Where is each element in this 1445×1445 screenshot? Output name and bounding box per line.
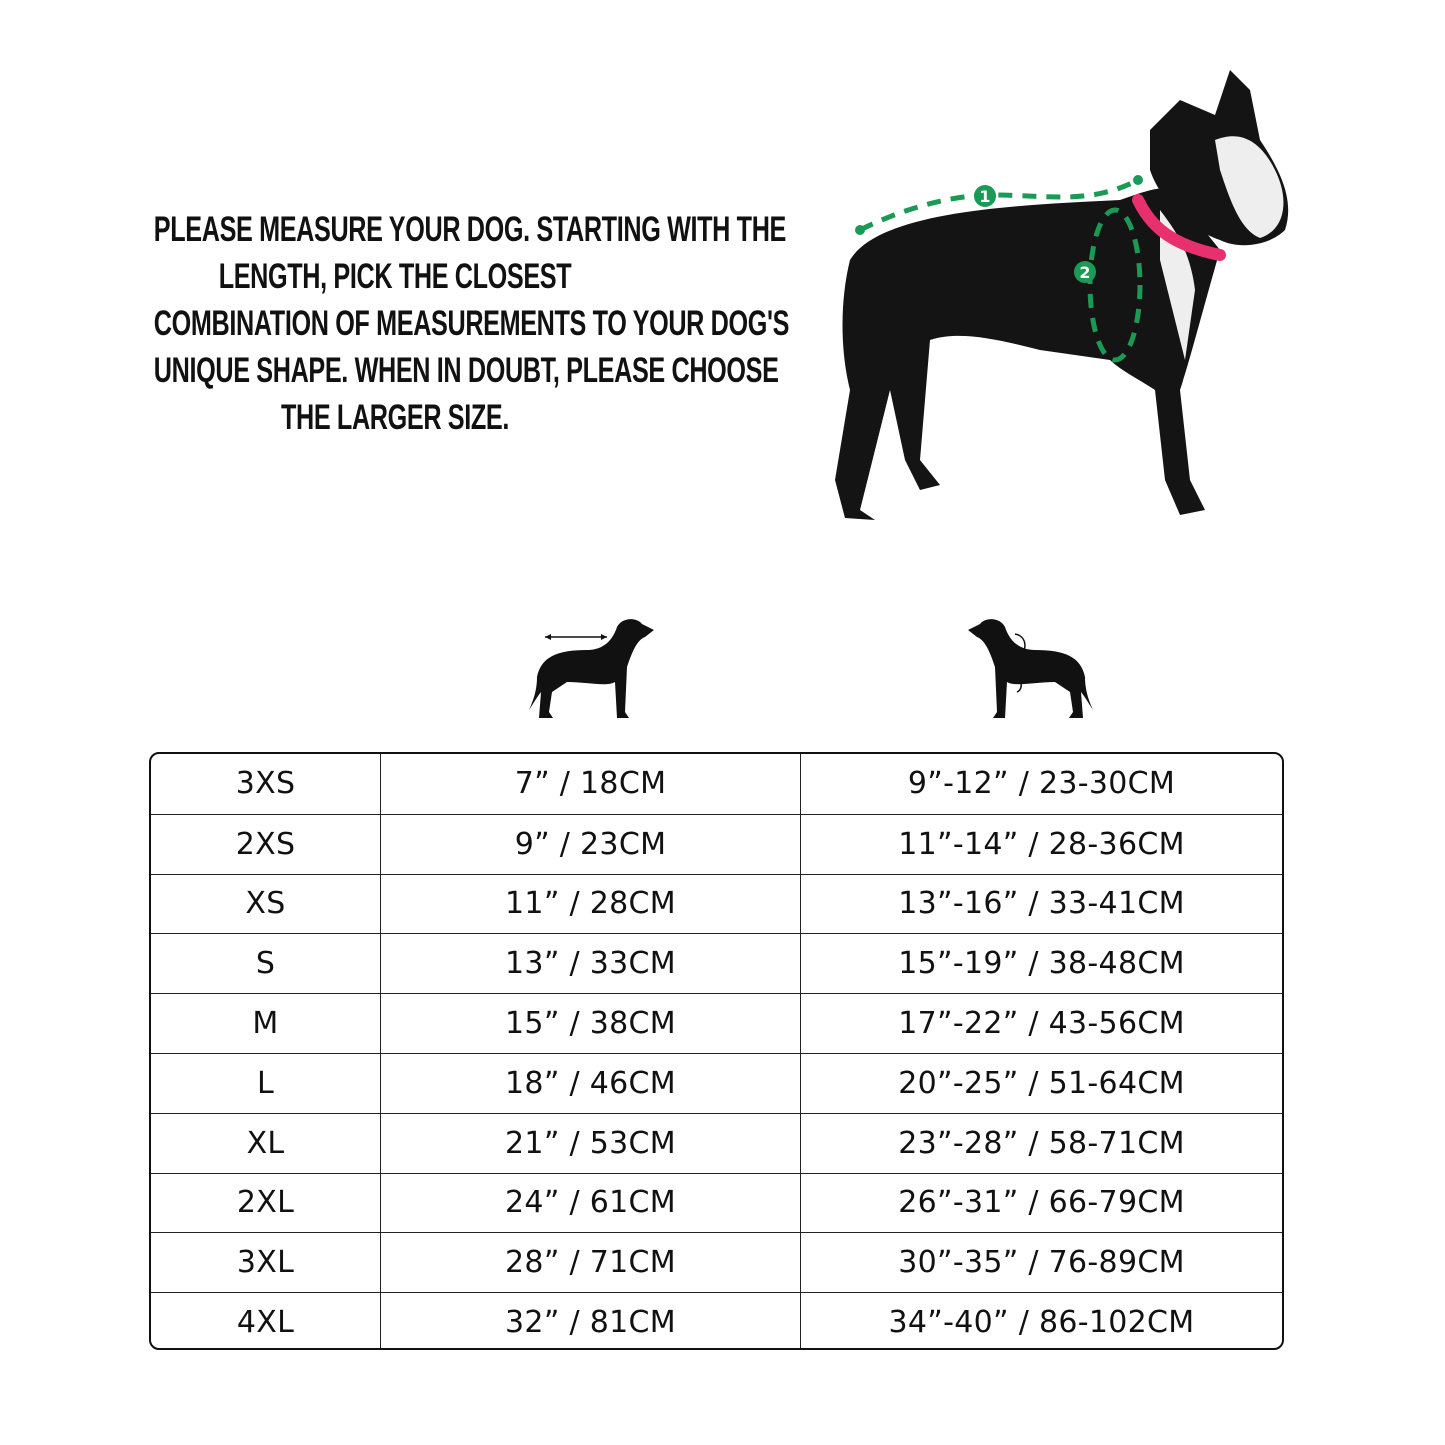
instruction-line: PLEASE MEASURE YOUR DOG. STARTING WITH T… <box>153 210 787 249</box>
size-cell: XL <box>246 1125 285 1161</box>
table-row: L 18” / 46CM 20”-25” / 51-64CM <box>151 1052 1282 1113</box>
size-cell: 4XL <box>236 1305 295 1341</box>
length-cell: 15” / 38CM <box>380 994 800 1053</box>
table-row: M 15” / 38CM 17”-22” / 43-56CM <box>151 993 1282 1053</box>
girth-cell: 20”-25” / 51-64CM <box>800 1053 1282 1113</box>
dog-collar <box>1132 194 1226 261</box>
length-cell: 18” / 46CM <box>380 1053 800 1113</box>
length-cell: 32” / 81CM <box>380 1293 800 1348</box>
dog-length-icon <box>529 619 654 718</box>
measuring-instructions: PLEASE MEASURE YOUR DOG. STARTING WITH T… <box>60 206 790 441</box>
size-table: 3XS 7” / 18CM 9”-12” / 23-30CM 2XS 9” / 23CM… <box>149 752 1284 1350</box>
length-cell: 13” / 33CM <box>380 934 800 994</box>
marker-1-label: 1 <box>979 187 990 206</box>
girth-cell: 15”-19” / 38-48CM <box>800 934 1282 994</box>
instruction-line: UNIQUE SHAPE. WHEN IN DOUBT, PLEASE CHOO… <box>153 351 779 390</box>
dog-body <box>835 188 1220 520</box>
length-cell: 24” / 61CM <box>380 1173 800 1233</box>
marker-1 <box>974 185 996 207</box>
table-row: 3XS 7” / 18CM 9”-12” / 23-30CM <box>151 754 1282 814</box>
girth-cell: 23”-28” / 58-71CM <box>800 1113 1282 1173</box>
size-cell: L <box>256 1065 274 1101</box>
instruction-line: THE LARGER SIZE. <box>280 398 510 437</box>
size-cell: 2XL <box>236 1185 295 1221</box>
size-cell: S <box>255 946 276 982</box>
girth-cell: 11”-14” / 28-36CM <box>800 814 1282 874</box>
dog-white-chest <box>1160 210 1195 360</box>
dog-girth-icon <box>968 619 1093 718</box>
table-row: XS 11” / 28CM 13”-16” / 33-41CM <box>151 873 1282 934</box>
marker-2-label: 2 <box>1079 263 1090 282</box>
dog-white-blaze <box>1215 136 1284 238</box>
table-row: 4XL 32” / 81CM 34”-40” / 86-102CM <box>151 1292 1282 1348</box>
table-row: 2XL 24” / 61CM 26”-31” / 66-79CM <box>151 1172 1282 1233</box>
table-row: XL 21” / 53CM 23”-28” / 58-71CM <box>151 1112 1282 1173</box>
table-row: S 13” / 33CM 15”-19” / 38-48CM <box>151 933 1282 994</box>
size-cell: M <box>252 1006 279 1042</box>
length-cell: 7” / 18CM <box>380 754 800 814</box>
dog-measurement-photo: 1 2 <box>835 70 1289 520</box>
marker-2 <box>1074 261 1096 283</box>
length-cell: 11” / 28CM <box>380 874 800 934</box>
girth-cell: 17”-22” / 43-56CM <box>800 994 1282 1053</box>
size-cell: 2XS <box>235 826 296 862</box>
girth-cell: 26”-31” / 66-79CM <box>800 1173 1282 1233</box>
size-cell: XS <box>245 886 286 922</box>
instruction-line: COMBINATION OF MEASUREMENTS TO YOUR DOG'… <box>153 304 790 343</box>
girth-measure-line <box>1087 207 1143 363</box>
table-row: 2XS 9” / 23CM 11”-14” / 28-36CM <box>151 813 1282 874</box>
size-cell: 3XS <box>235 766 296 802</box>
length-cell: 9” / 23CM <box>380 814 800 874</box>
length-cell: 28” / 71CM <box>380 1233 800 1293</box>
girth-cell: 34”-40” / 86-102CM <box>800 1293 1282 1348</box>
length-cell: 21” / 53CM <box>380 1113 800 1173</box>
girth-cell: 13”-16” / 33-41CM <box>800 874 1282 934</box>
table-row: 3XL 28” / 71CM 30”-35” / 76-89CM <box>151 1232 1282 1293</box>
girth-cell: 9”-12” / 23-30CM <box>800 754 1282 814</box>
size-cell: 3XL <box>236 1245 295 1281</box>
length-measure-line <box>858 177 1140 233</box>
girth-cell: 30”-35” / 76-89CM <box>800 1233 1282 1293</box>
instruction-line: LENGTH, PICK THE CLOSEST <box>218 257 572 296</box>
